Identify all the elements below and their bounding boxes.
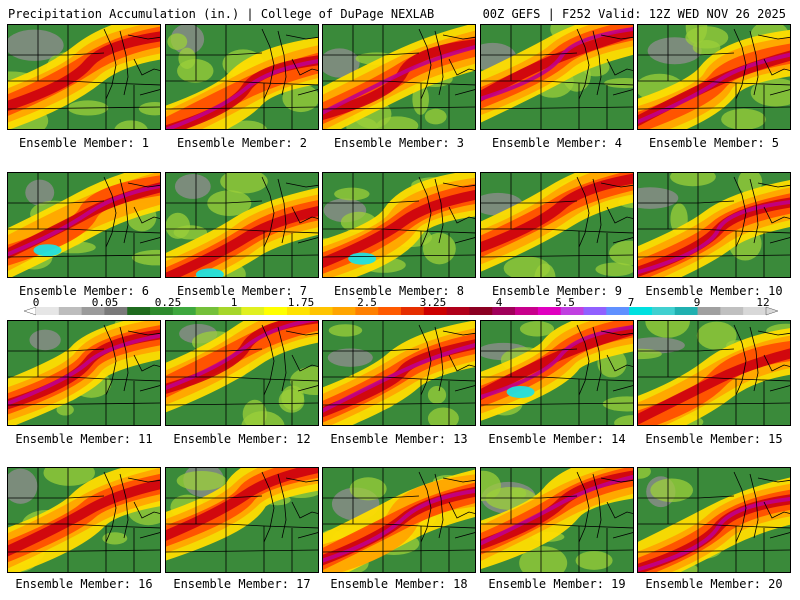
legend-swatch [218, 307, 242, 315]
ensemble-member-1-map [7, 24, 161, 130]
precip-color-legend [23, 306, 779, 316]
legend-tick: 7 [627, 296, 635, 309]
ensemble-member-18-label: Ensemble Member: 18 [330, 577, 468, 591]
legend-tick: 0 [32, 296, 40, 309]
ensemble-member-2-label: Ensemble Member: 2 [176, 136, 308, 150]
legend-tick: 4 [495, 296, 503, 309]
header-run-info: 00Z GEFS | F252 Valid: 12Z WED NOV 26 20… [482, 7, 786, 21]
legend-swatch [241, 307, 265, 315]
ensemble-member-1-label: Ensemble Member: 1 [18, 136, 150, 150]
legend-right-arrow [765, 306, 779, 316]
legend-tick: 1.75 [287, 296, 315, 309]
ensemble-member-9-map [480, 172, 634, 278]
ensemble-member-19-map [480, 467, 634, 573]
ensemble-member-18-map [322, 467, 476, 573]
legend-swatch [286, 307, 311, 315]
ensemble-member-20-map [637, 467, 791, 573]
legend-tick: 9 [693, 296, 701, 309]
ensemble-member-9-label: Ensemble Member: 9 [491, 284, 623, 298]
ensemble-member-15-map [637, 320, 791, 426]
legend-swatch [332, 307, 356, 315]
legend-tick: 0.25 [154, 296, 182, 309]
legend-swatch [583, 307, 607, 315]
legend-swatch [401, 307, 425, 315]
legend-tick: 0.05 [91, 296, 119, 309]
ensemble-member-19-label: Ensemble Member: 19 [488, 577, 626, 591]
legend-swatch [743, 307, 767, 315]
legend-swatch [606, 307, 630, 315]
legend-tick: 1 [230, 296, 238, 309]
legend-swatch [423, 307, 448, 315]
ensemble-member-13-map [322, 320, 476, 426]
ensemble-member-16-map [7, 467, 161, 573]
legend-swatch [378, 307, 402, 315]
legend-swatch [150, 307, 174, 315]
header-title: Precipitation Accumulation (in.) | Colle… [8, 7, 435, 21]
legend-swatch [537, 307, 562, 315]
legend-swatch [309, 307, 334, 315]
legend-swatch [560, 307, 584, 315]
legend-tick: 12 [756, 296, 770, 309]
legend-swatch [629, 307, 653, 315]
ensemble-member-17-map [165, 467, 319, 573]
ensemble-member-10-map [637, 172, 791, 278]
ensemble-member-3-label: Ensemble Member: 3 [333, 136, 465, 150]
legend-swatch [172, 307, 197, 315]
ensemble-member-16-label: Ensemble Member: 16 [15, 577, 153, 591]
ensemble-member-8-map [322, 172, 476, 278]
legend-swatch [720, 307, 744, 315]
legend-swatch [104, 307, 128, 315]
ensemble-member-14-map [480, 320, 634, 426]
legend-swatch [36, 307, 60, 315]
ensemble-member-11-map [7, 320, 161, 426]
ensemble-member-10-label: Ensemble Member: 10 [645, 284, 783, 298]
legend-swatch [81, 307, 105, 315]
ensemble-member-12-map [165, 320, 319, 426]
legend-swatch [651, 307, 676, 315]
ensemble-member-17-label: Ensemble Member: 17 [173, 577, 311, 591]
legend-swatch [127, 307, 151, 315]
ensemble-member-20-label: Ensemble Member: 20 [645, 577, 783, 591]
ensemble-member-11-label: Ensemble Member: 11 [15, 432, 153, 446]
legend-swatch [446, 307, 470, 315]
legend-swatch [469, 307, 493, 315]
legend-swatch [492, 307, 516, 315]
legend-tick: 2.5 [357, 296, 377, 309]
ensemble-member-15-label: Ensemble Member: 15 [645, 432, 783, 446]
ensemble-member-12-label: Ensemble Member: 12 [173, 432, 311, 446]
legend-tick: 5.5 [555, 296, 575, 309]
legend-swatch [195, 307, 219, 315]
legend-swatch [674, 307, 699, 315]
ensemble-member-3-map [322, 24, 476, 130]
ensemble-member-6-label: Ensemble Member: 6 [18, 284, 150, 298]
legend-swatch [515, 307, 539, 315]
legend-swatch [264, 307, 288, 315]
ensemble-member-7-label: Ensemble Member: 7 [176, 284, 308, 298]
ensemble-member-5-label: Ensemble Member: 5 [648, 136, 780, 150]
legend-swatch [58, 307, 83, 315]
ensemble-member-4-label: Ensemble Member: 4 [491, 136, 623, 150]
legend-swatch [355, 307, 379, 315]
ensemble-member-7-map [165, 172, 319, 278]
legend-tick: 3.25 [419, 296, 447, 309]
ensemble-member-2-map [165, 24, 319, 130]
ensemble-member-14-label: Ensemble Member: 14 [488, 432, 626, 446]
ensemble-member-13-label: Ensemble Member: 13 [330, 432, 468, 446]
ensemble-member-5-map [637, 24, 791, 130]
ensemble-member-4-map [480, 24, 634, 130]
ensemble-member-6-map [7, 172, 161, 278]
legend-swatch [697, 307, 721, 315]
ensemble-member-8-label: Ensemble Member: 8 [333, 284, 465, 298]
